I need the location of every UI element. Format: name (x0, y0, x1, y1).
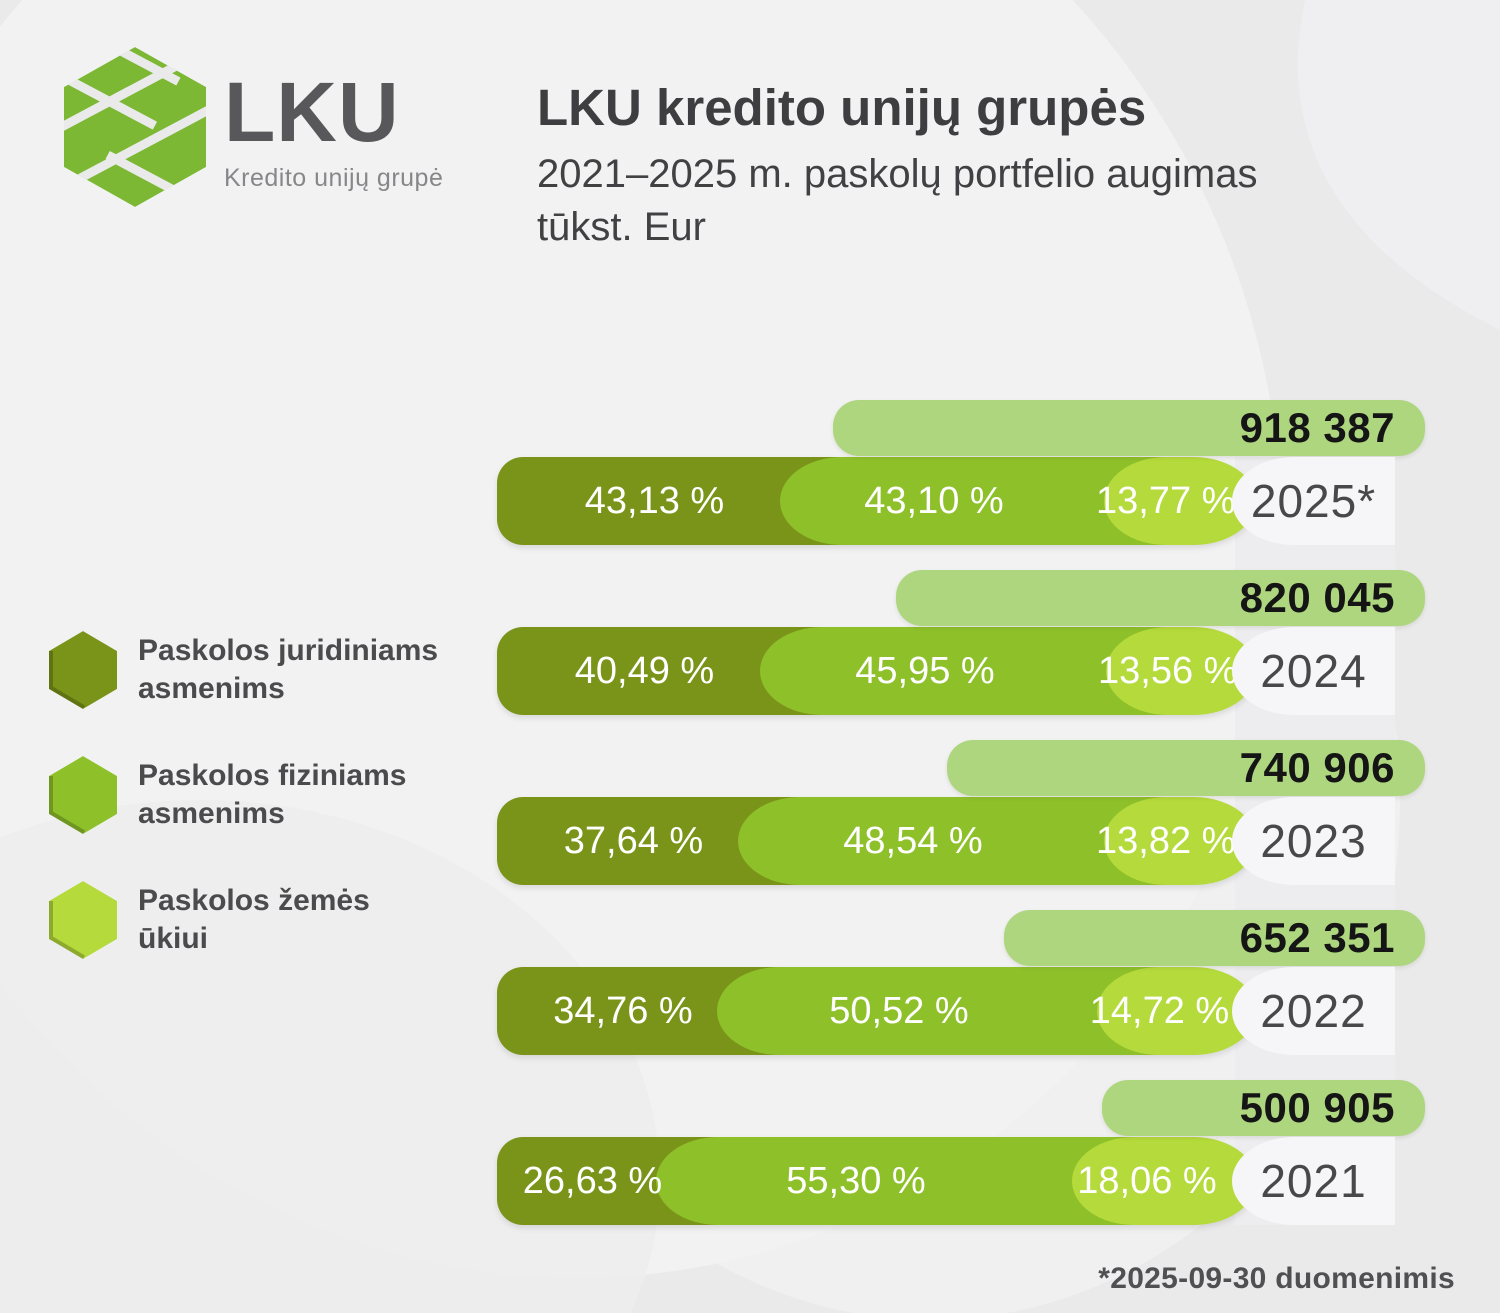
segment-label-zemes-ukiui: 14,72 % (1089, 990, 1230, 1032)
logo-tagline: Kredito unijų grupė (224, 164, 444, 192)
segment-zemes-ukiui (1104, 797, 1256, 885)
year-pill-2021: 2021 (1232, 1137, 1395, 1225)
legend-label-line1: Paskolos juridiniams (138, 634, 439, 667)
segment-label-zemes-ukiui: 13,56 % (1098, 650, 1238, 692)
year-pill-2024: 2024 (1232, 627, 1395, 715)
segment-label-juridiniams: 26,63 % (522, 1160, 663, 1202)
legend-label: Paskolos juridiniams asmenims (138, 632, 458, 708)
legend-label: Paskolos žemės ūkiui (138, 882, 458, 958)
total-bar-2024: 820 045 (896, 570, 1425, 626)
total-value: 652 351 (1239, 914, 1395, 961)
segment-label-juridiniams: 40,49 % (574, 650, 715, 692)
segment-zemes-ukiui (1104, 457, 1256, 545)
legend-item-fiziniams: Paskolos fiziniams asmenims (47, 755, 458, 835)
footnote: *2025-09-30 duomenimis (1098, 1262, 1455, 1295)
segment-fiziniams (738, 797, 1176, 885)
logo-brand-text: LKU (224, 65, 400, 159)
total-bar-2021: 500 905 (1102, 1080, 1425, 1136)
legend-item-juridiniams: Paskolos juridiniams asmenims (47, 630, 458, 710)
logo-hexagon-icon (64, 47, 206, 207)
segment-fiziniams (656, 1137, 1144, 1225)
legend-hexagon-icon-fiziniams (49, 756, 117, 834)
year-pill-2022: 2022 (1232, 967, 1395, 1055)
total-value: 500 905 (1239, 1084, 1395, 1131)
year-label: 2024 (1260, 645, 1367, 697)
stacked-bar-2021: 26,63 % 55,30 % 18,06 % (497, 1137, 1256, 1225)
stacked-bar-2025: 43,13 % 43,10 % 13,77 % (497, 457, 1256, 545)
segment-label-juridiniams: 37,64 % (563, 820, 704, 862)
logo: LKU Kredito unijų grupė (62, 46, 443, 208)
legend-label-line2: asmenims (138, 797, 285, 831)
segment-label-zemes-ukiui: 13,77 % (1096, 480, 1236, 522)
total-bar-2025: 918 387 (833, 400, 1425, 456)
segment-zemes-ukiui (1106, 627, 1256, 715)
year-label: 2025* (1250, 475, 1377, 527)
segment-label-zemes-ukiui: 18,06 % (1077, 1160, 1217, 1202)
segment-label-fiziniams: 50,52 % (829, 990, 969, 1032)
legend-hexagon-icon-juridiniams (49, 631, 117, 709)
page-subtitle-line2: tūkst. Eur (537, 204, 706, 249)
total-bar-2023: 740 906 (947, 740, 1425, 796)
segment-label-fiziniams: 43,10 % (864, 480, 1004, 522)
stacked-bar-2024: 40,49 % 45,95 % 13,56 % (497, 627, 1256, 715)
legend-hexagon-icon-zemes-ukiui (49, 881, 117, 959)
total-bar-2022: 652 351 (1004, 910, 1425, 966)
year-pill-2023: 2023 (1232, 797, 1395, 885)
legend-label: Paskolos fiziniams asmenims (138, 757, 458, 833)
segment-label-fiziniams: 55,30 % (786, 1160, 926, 1202)
segment-zemes-ukiui (1097, 967, 1256, 1055)
total-value: 740 906 (1239, 744, 1395, 791)
page-subtitle-line1: 2021–2025 m. paskolų portfelio augimas (537, 152, 1258, 197)
year-pill-2025: 2025* (1232, 457, 1395, 545)
segment-fiziniams (717, 967, 1169, 1055)
year-label: 2021 (1260, 1155, 1367, 1207)
legend-item-zemes-ukiui: Paskolos žemės ūkiui (47, 880, 458, 960)
total-value: 918 387 (1239, 404, 1395, 451)
segment-label-fiziniams: 48,54 % (843, 820, 983, 862)
stacked-bar-2022: 34,76 % 50,52 % 14,72 % (497, 967, 1256, 1055)
segment-label-zemes-ukiui: 13,82 % (1096, 820, 1236, 862)
stacked-bar-2023: 37,64 % 48,54 % 13,82 % (497, 797, 1256, 885)
year-label: 2023 (1260, 815, 1367, 867)
legend-label-line2: ūkiui (138, 922, 209, 956)
page-title: LKU kredito unijų grupės (537, 79, 1147, 136)
total-value: 820 045 (1239, 574, 1395, 621)
title-block: LKU kredito unijų grupės 2021–2025 m. pa… (537, 79, 1457, 254)
segment-label-juridiniams: 34,76 % (553, 990, 693, 1032)
segment-label-juridiniams: 43,13 % (584, 480, 725, 522)
year-label: 2022 (1260, 985, 1367, 1037)
legend-label-line1: Paskolos žemės (138, 884, 370, 917)
segment-zemes-ukiui (1072, 1137, 1256, 1225)
legend-label-line2: asmenims (138, 672, 285, 706)
segment-label-fiziniams: 45,95 % (855, 650, 995, 692)
legend-label-line1: Paskolos fiziniams (138, 759, 407, 792)
